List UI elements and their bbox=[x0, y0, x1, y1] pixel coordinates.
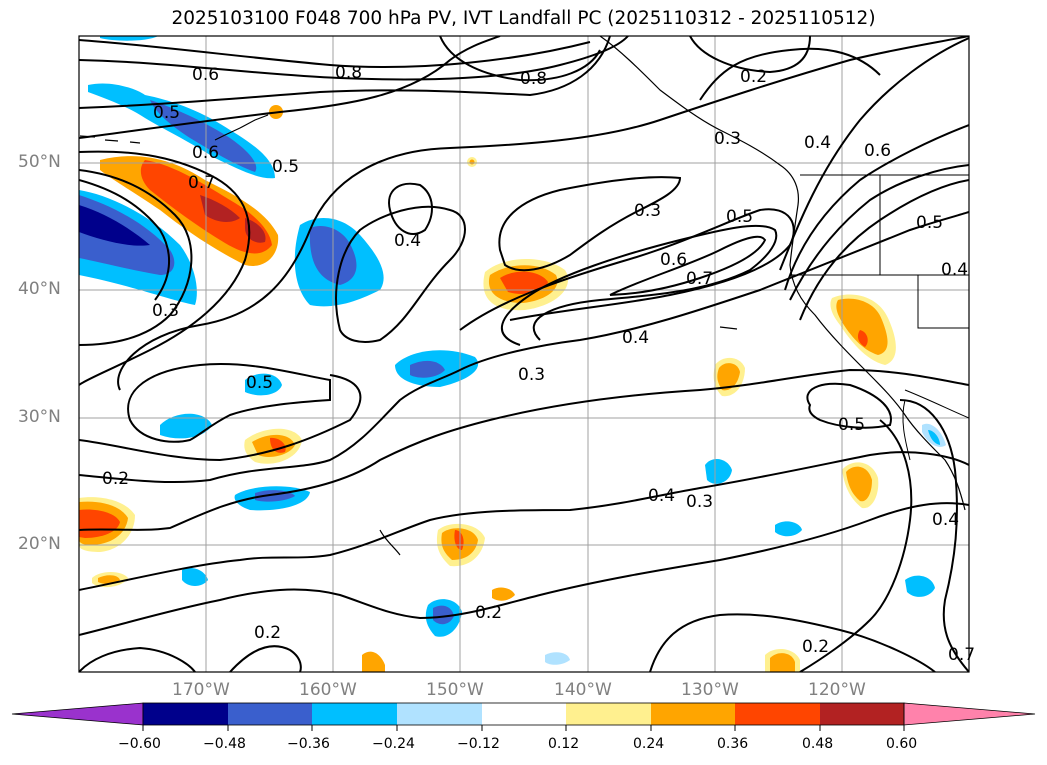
colorbar-max-extension bbox=[903, 702, 1036, 726]
contour-label: 0.4 bbox=[932, 510, 959, 530]
colorbar-min-extension bbox=[11, 702, 144, 726]
contour-label: 0.8 bbox=[520, 69, 547, 89]
coastlines bbox=[79, 36, 969, 556]
map-frame bbox=[78, 35, 970, 673]
pv-shading bbox=[79, 36, 946, 672]
lon-label: 140°W bbox=[554, 680, 612, 700]
lon-label: 130°W bbox=[681, 680, 739, 700]
contour-label: 0.3 bbox=[686, 492, 713, 512]
contour-label: 0.7 bbox=[686, 269, 713, 289]
colorbar-tick-label: −0.36 bbox=[287, 736, 330, 752]
contour-label: 0.8 bbox=[335, 63, 362, 83]
colorbar bbox=[11, 702, 1036, 731]
contour-label: 0.4 bbox=[804, 133, 831, 153]
contour-label: 0.7 bbox=[948, 645, 975, 665]
lon-label: 160°W bbox=[299, 680, 357, 700]
contour-label: 0.2 bbox=[102, 469, 129, 489]
colorbar-tick-label: 0.36 bbox=[717, 736, 749, 752]
colorbar-tick-label: −0.60 bbox=[118, 736, 161, 752]
lon-label: 120°W bbox=[808, 680, 866, 700]
contour-label: 0.6 bbox=[192, 65, 219, 85]
ivt-contours bbox=[79, 36, 969, 672]
contour-label: 0.5 bbox=[916, 213, 943, 233]
lat-label: 30°N bbox=[18, 407, 61, 427]
contour-label: 0.3 bbox=[714, 129, 741, 149]
contour-label: 0.5 bbox=[246, 373, 273, 393]
contour-label: 0.7 bbox=[188, 173, 215, 193]
lon-label: 150°W bbox=[426, 680, 484, 700]
contour-label: 0.5 bbox=[153, 103, 180, 123]
contour-label: 0.3 bbox=[152, 301, 179, 321]
figure-title: 2025103100 F048 700 hPa PV, IVT Landfall… bbox=[171, 8, 876, 29]
contour-label: 0.6 bbox=[192, 143, 219, 163]
contour-label: 0.4 bbox=[941, 260, 968, 280]
lat-label: 20°N bbox=[18, 534, 61, 554]
colorbar-tick-label: 0.60 bbox=[886, 736, 918, 752]
lon-label: 170°W bbox=[172, 680, 230, 700]
contour-label: 0.3 bbox=[518, 365, 545, 385]
colorbar-tick-label: −0.24 bbox=[372, 736, 415, 752]
contour-label: 0.4 bbox=[394, 231, 421, 251]
contour-label: 0.5 bbox=[272, 157, 299, 177]
contour-labels: 0.6 0.8 0.8 0.2 0.5 0.6 0.7 0.5 0.4 0.3 … bbox=[102, 63, 975, 665]
lat-label: 40°N bbox=[18, 279, 61, 299]
contour-label: 0.4 bbox=[648, 486, 675, 506]
contour-label: 0.4 bbox=[622, 328, 649, 348]
contour-label: 0.2 bbox=[254, 623, 281, 643]
colorbar-tick-label: 0.12 bbox=[548, 736, 580, 752]
lat-label: 50°N bbox=[18, 152, 61, 172]
contour-label: 0.3 bbox=[634, 201, 661, 221]
colorbar-tick-label: 0.24 bbox=[633, 736, 665, 752]
colorbar-tick-label: −0.48 bbox=[203, 736, 246, 752]
contour-label: 0.6 bbox=[660, 250, 687, 270]
contour-label: 0.2 bbox=[740, 67, 767, 87]
contour-label: 0.5 bbox=[726, 207, 753, 227]
colorbar-tick-label: 0.48 bbox=[802, 736, 834, 752]
contour-label: 0.2 bbox=[475, 603, 502, 623]
contour-label: 0.5 bbox=[838, 415, 865, 435]
contour-label: 0.6 bbox=[864, 141, 891, 161]
contour-label: 0.2 bbox=[802, 637, 829, 657]
colorbar-tick-label: −0.12 bbox=[457, 736, 500, 752]
